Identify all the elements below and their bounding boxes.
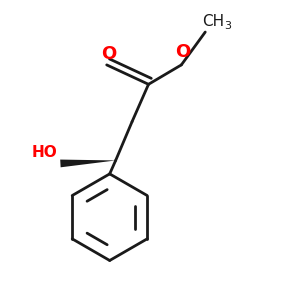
Text: HO: HO [32, 145, 57, 160]
Text: CH: CH [202, 14, 224, 29]
Text: 3: 3 [225, 22, 232, 32]
Text: O: O [175, 43, 190, 61]
Polygon shape [60, 160, 116, 167]
Text: O: O [101, 44, 117, 62]
